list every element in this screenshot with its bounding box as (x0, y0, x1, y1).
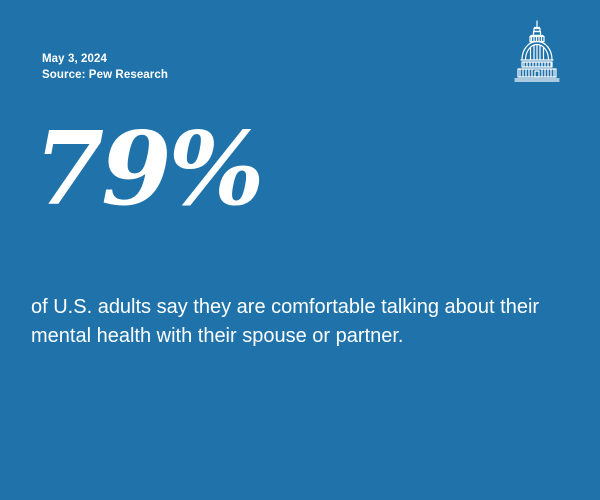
source-text: Source: Pew Research (42, 69, 169, 81)
date-text: May 3, 2024 (42, 53, 108, 65)
capitol-dome-icon (514, 20, 560, 82)
headline-percentage: 79% (34, 109, 265, 228)
statement-text: of U.S. adults say they are comfortable … (31, 296, 540, 347)
meta-info: May 3, 2024 Source: Pew Research (42, 51, 168, 83)
